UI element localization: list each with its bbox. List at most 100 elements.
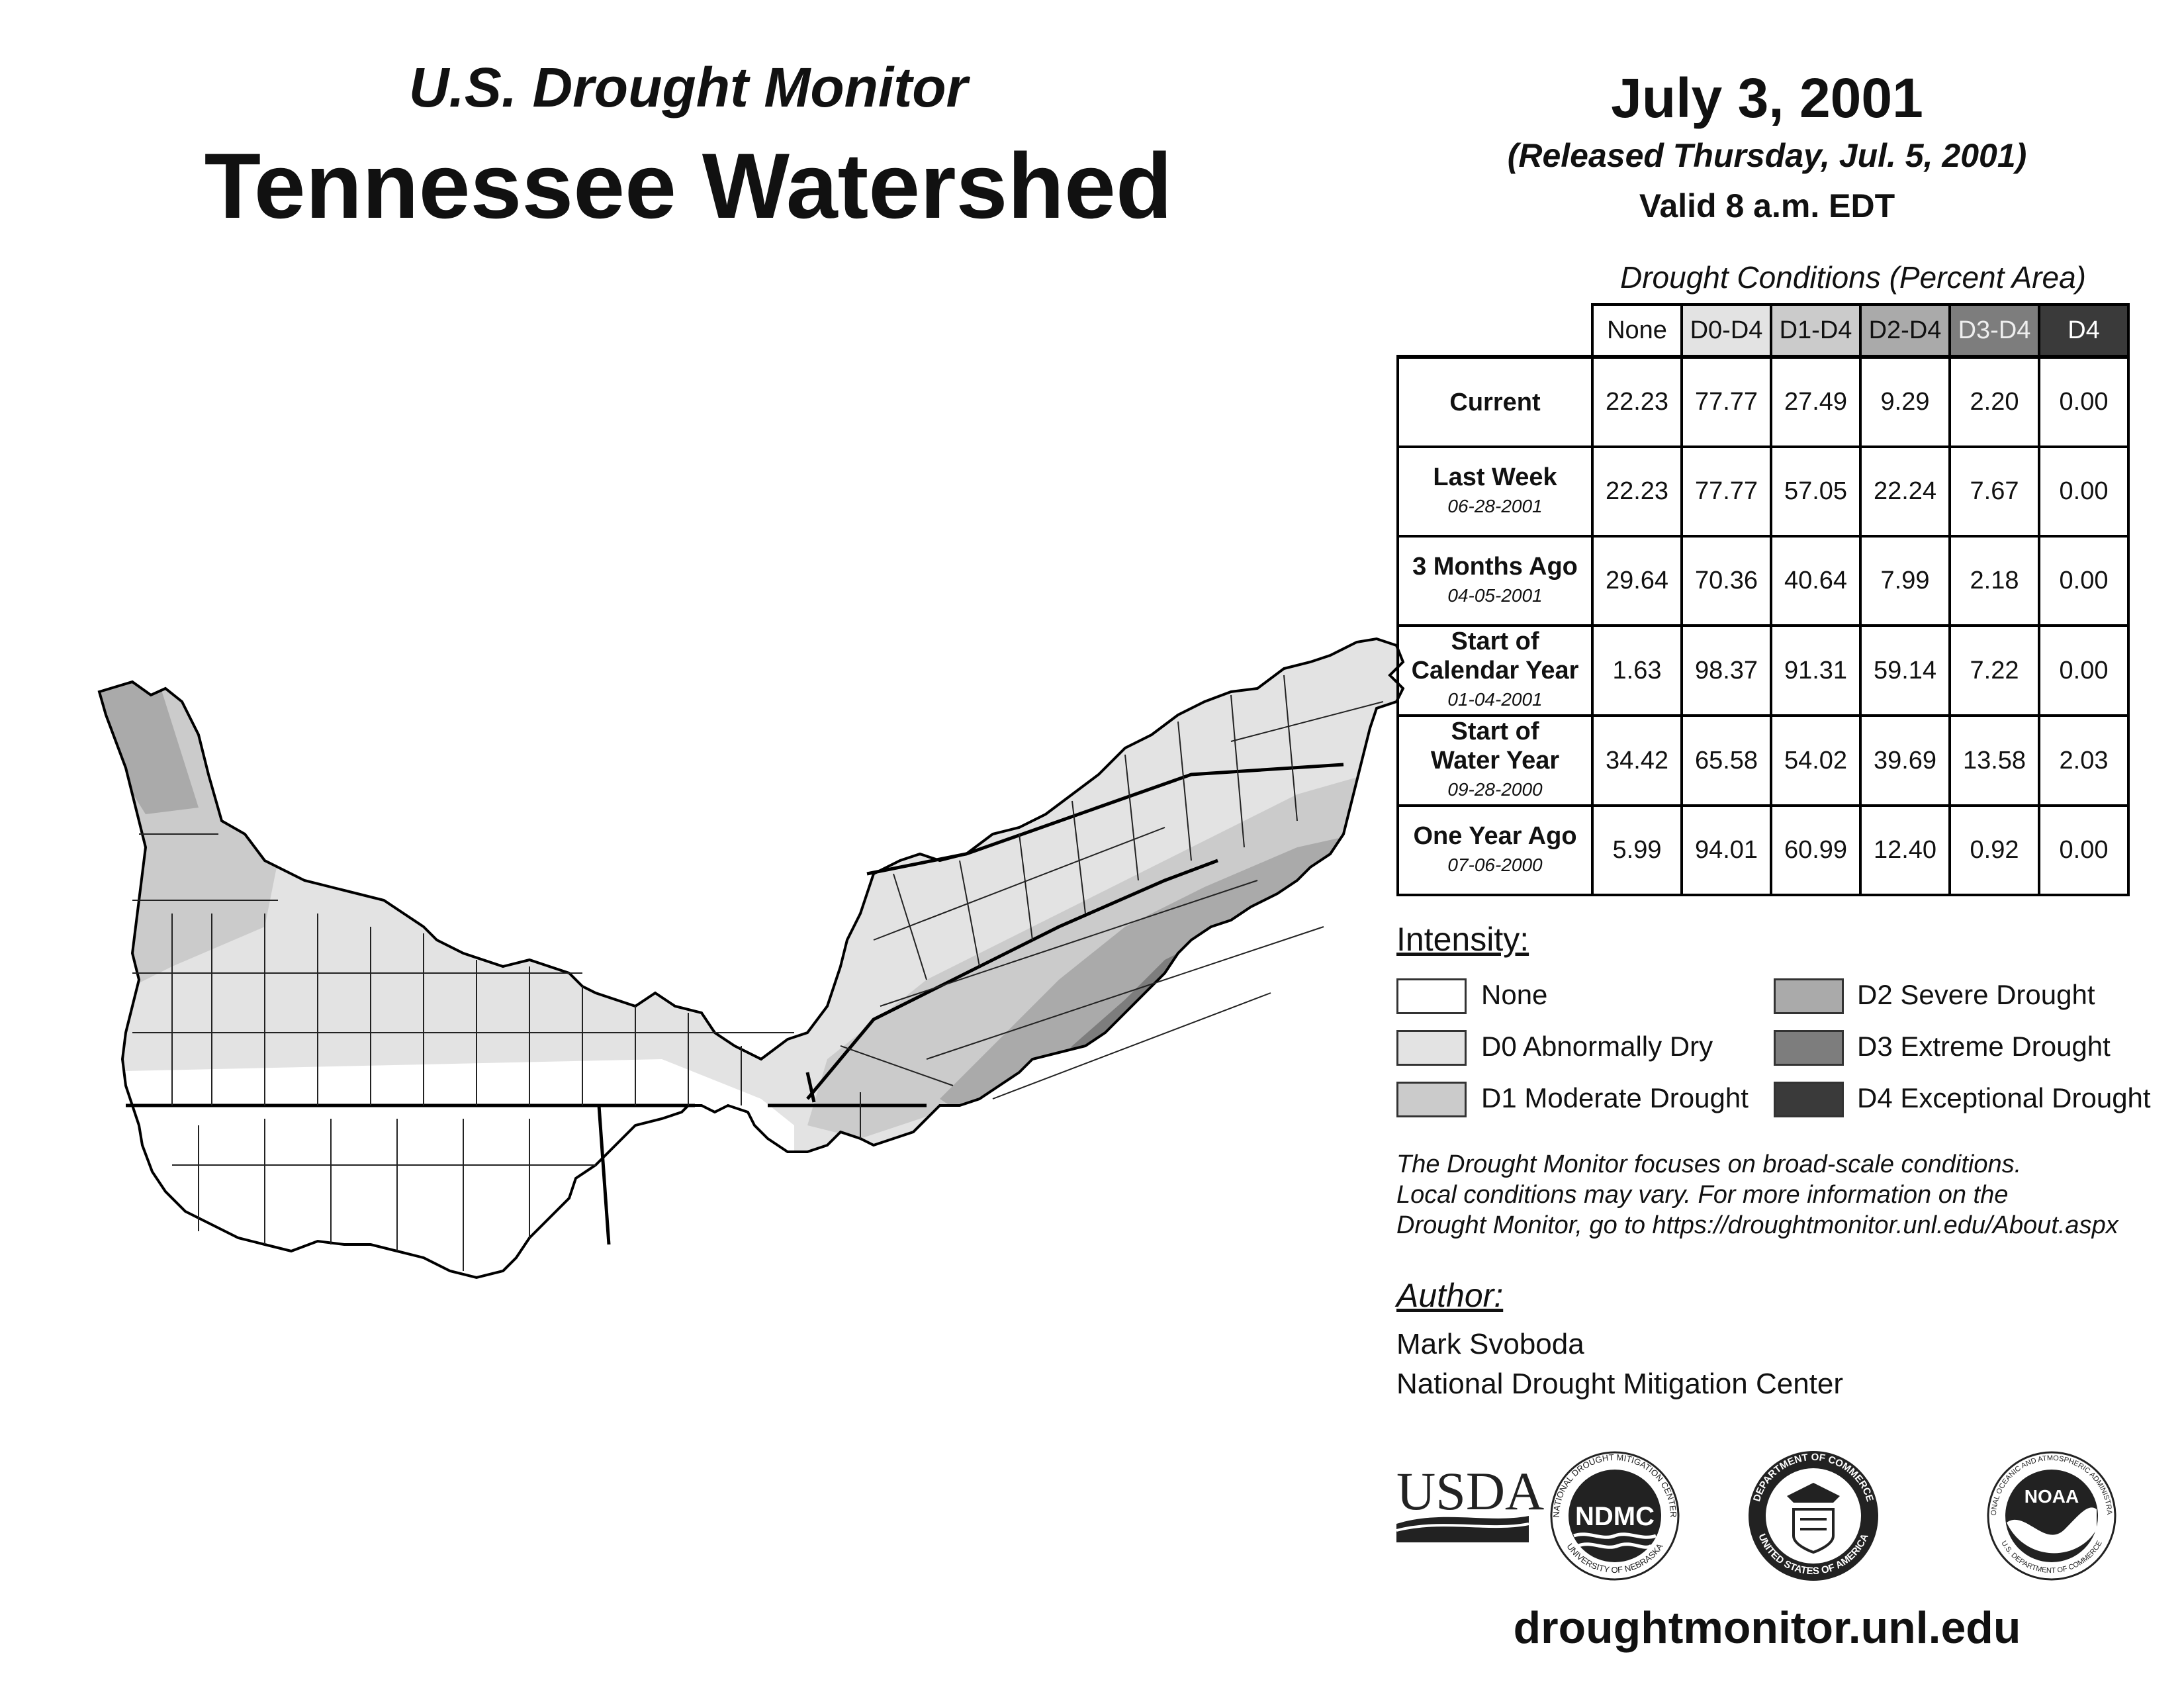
note-line: The Drought Monitor focuses on broad-sca… bbox=[1396, 1150, 2022, 1178]
col-header: D4 bbox=[2038, 303, 2130, 359]
col-header: D0-D4 bbox=[1680, 303, 1772, 359]
col-header: None bbox=[1591, 303, 1683, 359]
row-label: Start of Calendar Year 01-04-2001 bbox=[1396, 624, 1594, 717]
author-org: National Drought Mitigation Center bbox=[1396, 1368, 1844, 1400]
table-cell: 34.42 bbox=[1591, 714, 1683, 807]
table-cell: 22.24 bbox=[1859, 445, 1951, 538]
logo-row: USDA NDMC NATIONAL DROUGHT MITIGATION CE… bbox=[1396, 1451, 2116, 1581]
monitor-subtitle: U.S. Drought Monitor bbox=[408, 56, 968, 118]
row-label: Last Week 06-28-2001 bbox=[1396, 445, 1594, 538]
row-label: One Year Ago 07-06-2000 bbox=[1396, 804, 1594, 896]
conditions-title: Drought Conditions (Percent Area) bbox=[1620, 260, 2086, 295]
table-cell: 7.99 bbox=[1859, 535, 1951, 627]
table-cell: 59.14 bbox=[1859, 624, 1951, 717]
legend-label: D0 Abnormally Dry bbox=[1481, 1031, 1713, 1062]
region-title: Tennessee Watershed bbox=[204, 134, 1173, 238]
table-cell: 0.00 bbox=[2038, 624, 2130, 717]
legend-label: None bbox=[1481, 979, 1548, 1010]
svg-text:NOAA: NOAA bbox=[2025, 1486, 2079, 1507]
legend-title: Intensity: bbox=[1396, 921, 1529, 958]
table-cell: 1.63 bbox=[1591, 624, 1683, 717]
table-cell: 91.31 bbox=[1770, 624, 1862, 717]
table-cell: 22.23 bbox=[1591, 355, 1683, 448]
legend-swatch-d4 bbox=[1774, 1082, 1844, 1117]
table-row: 3 Months Ago 04-05-2001 29.64 70.36 40.64… bbox=[1396, 535, 2130, 627]
legend-swatch-d2 bbox=[1774, 978, 1844, 1014]
legend-label: D4 Exceptional Drought bbox=[1857, 1082, 2151, 1113]
table-row: Current 22.23 77.77 27.49 9.29 2.20 0.00 bbox=[1396, 355, 2130, 448]
table-cell: 54.02 bbox=[1770, 714, 1862, 807]
table-row: Start of Water Year 09-28-2000 34.42 65.58… bbox=[1396, 714, 2130, 807]
table-cell: 40.64 bbox=[1770, 535, 1862, 627]
col-header: D3-D4 bbox=[1948, 303, 2040, 359]
table-cell: 94.01 bbox=[1680, 804, 1772, 896]
table-cell: 9.29 bbox=[1859, 355, 1951, 448]
legend-swatch-d3 bbox=[1774, 1030, 1844, 1066]
table-cell: 7.22 bbox=[1948, 624, 2040, 717]
row-label: 3 Months Ago 04-05-2001 bbox=[1396, 535, 1594, 627]
state-boundaries bbox=[126, 763, 1344, 1245]
row-date: 06-28-2001 bbox=[1447, 495, 1543, 516]
row-date: 09-28-2000 bbox=[1447, 779, 1543, 800]
table-cell: 77.77 bbox=[1680, 445, 1772, 538]
table-cell: 2.20 bbox=[1948, 355, 2040, 448]
col-header: D1-D4 bbox=[1770, 303, 1862, 359]
watershed-outline bbox=[97, 637, 1405, 1280]
table-cell: 29.64 bbox=[1591, 535, 1683, 627]
table-cell: 60.99 bbox=[1770, 804, 1862, 896]
table-cell: 0.00 bbox=[2038, 445, 2130, 538]
table-cell: 0.92 bbox=[1948, 804, 2040, 896]
table-cell: 2.03 bbox=[2038, 714, 2130, 807]
row-date: 07-06-2000 bbox=[1447, 854, 1543, 875]
table-cell: 13.58 bbox=[1948, 714, 2040, 807]
row-date: 01-04-2001 bbox=[1447, 689, 1543, 710]
usda-logo: USDA bbox=[1396, 1461, 1544, 1542]
legend-swatch-none bbox=[1396, 978, 1467, 1014]
table-cell: 70.36 bbox=[1680, 535, 1772, 627]
table-row: Start of Calendar Year 01-04-2001 1.63 98.… bbox=[1396, 624, 2130, 717]
note-line: Local conditions may vary. For more info… bbox=[1396, 1181, 2009, 1209]
table-cell: 39.69 bbox=[1859, 714, 1951, 807]
disclaimer-note: The Drought Monitor focuses on broad-sca… bbox=[1396, 1149, 2158, 1241]
table-cell: 57.05 bbox=[1770, 445, 1862, 538]
table-cell: 22.23 bbox=[1591, 445, 1683, 538]
table-cell: 27.49 bbox=[1770, 355, 1862, 448]
website-url: droughtmonitor.unl.edu bbox=[1513, 1603, 2021, 1653]
table-cell: 77.77 bbox=[1680, 355, 1772, 448]
col-header: D2-D4 bbox=[1859, 303, 1951, 359]
legend-label: D2 Severe Drought bbox=[1857, 979, 2095, 1010]
valid-time: Valid 8 a.m. EDT bbox=[1639, 187, 1895, 224]
release-date: (Released Thursday, Jul. 5, 2001) bbox=[1507, 137, 2027, 174]
author-title: Author: bbox=[1396, 1277, 1504, 1314]
table-row: One Year Ago 07-06-2000 5.99 94.01 60.99 … bbox=[1396, 804, 2130, 896]
svg-text:NDMC: NDMC bbox=[1575, 1502, 1655, 1531]
table-cell: 65.58 bbox=[1680, 714, 1772, 807]
row-date: 04-05-2001 bbox=[1447, 585, 1543, 606]
table-cell: 0.00 bbox=[2038, 804, 2130, 896]
row-label: Current bbox=[1396, 355, 1594, 448]
row-label: Start of Water Year 09-28-2000 bbox=[1396, 714, 1594, 807]
noaa-logo: NOAA NATIONAL OCEANIC AND ATMOSPHERIC AD… bbox=[1987, 1451, 2116, 1581]
note-line: Drought Monitor, go to https://droughtmo… bbox=[1396, 1211, 2118, 1239]
county-lines bbox=[132, 675, 1384, 1271]
table-cell: 12.40 bbox=[1859, 804, 1951, 896]
table-cell: 5.99 bbox=[1591, 804, 1683, 896]
drought-layer bbox=[99, 639, 1403, 1278]
ndmc-logo: NDMC NATIONAL DROUGHT MITIGATION CENTER … bbox=[1550, 1451, 1680, 1581]
table-corner bbox=[1398, 305, 1594, 359]
drought-conditions-table: None D0-D4 D1-D4 D2-D4 D3-D4 D4 Current … bbox=[1396, 303, 2130, 896]
table-cell: 98.37 bbox=[1680, 624, 1772, 717]
svg-text:USDA: USDA bbox=[1396, 1461, 1544, 1521]
table-cell: 0.00 bbox=[2038, 535, 2130, 627]
legend-label: D1 Moderate Drought bbox=[1481, 1082, 1749, 1113]
doc-seal-logo: DEPARTMENT OF COMMERCE UNITED STATES OF … bbox=[1749, 1451, 1878, 1581]
author-name: Mark Svoboda bbox=[1396, 1328, 1584, 1360]
table-cell: 2.18 bbox=[1948, 535, 2040, 627]
table-row: Last Week 06-28-2001 22.23 77.77 57.05 22… bbox=[1396, 445, 2130, 538]
table-cell: 0.00 bbox=[2038, 355, 2130, 448]
legend-swatch-d1 bbox=[1396, 1082, 1467, 1117]
map-date: July 3, 2001 bbox=[1611, 67, 1923, 129]
table-header-row: None D0-D4 D1-D4 D2-D4 D3-D4 D4 bbox=[1398, 303, 2130, 359]
table-cell: 7.67 bbox=[1948, 445, 2040, 538]
